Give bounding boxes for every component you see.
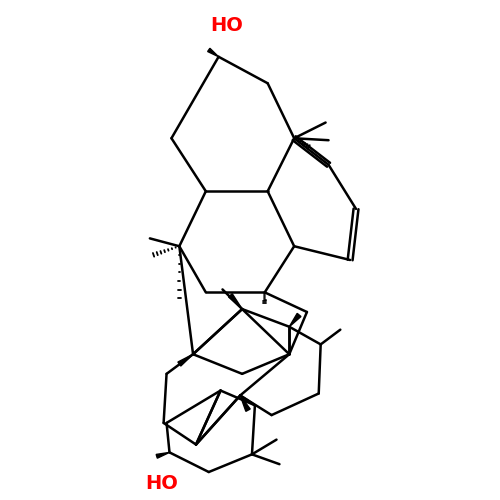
Polygon shape [156,452,170,458]
Polygon shape [178,354,193,366]
Text: HO: HO [210,16,243,35]
Polygon shape [290,314,301,326]
Text: HO: HO [145,474,178,493]
Polygon shape [240,396,250,411]
Polygon shape [228,294,242,309]
Polygon shape [208,48,218,57]
